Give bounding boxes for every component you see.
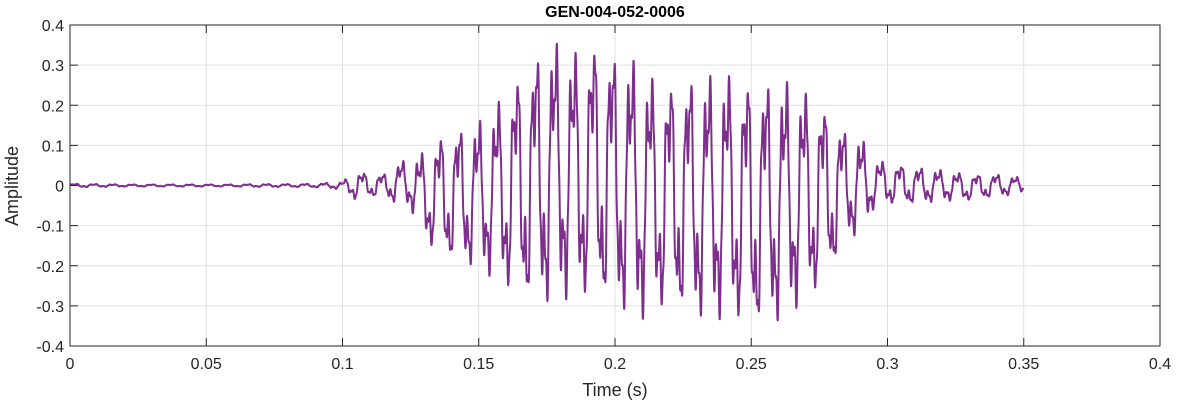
axis-ticks (69, 24, 1161, 347)
chart-title: GEN-004-052-0006 (545, 4, 685, 21)
x-tick-labels: 0 0.05 0.1 0.15 0.2 0.25 0.3 0.35 0.4 (66, 356, 1172, 373)
y-tick-label: -0.4 (36, 339, 64, 356)
x-tick-label: 0.4 (1149, 356, 1171, 373)
x-tick-label: 0.15 (463, 356, 494, 373)
x-axis-label: Time (s) (582, 380, 647, 400)
y-axis-label: Amplitude (2, 146, 22, 226)
x-tick-label: 0 (66, 356, 75, 373)
x-tick-label: 0.05 (191, 356, 222, 373)
x-tick-label: 0.3 (876, 356, 898, 373)
y-tick-label: 0.3 (42, 58, 64, 75)
y-tick-label: -0.3 (36, 299, 64, 316)
x-tick-label: 0.25 (736, 356, 767, 373)
x-tick-label: 0.35 (1008, 356, 1039, 373)
y-tick-label: 0.1 (42, 138, 64, 155)
y-tick-label: -0.1 (36, 219, 64, 236)
waveform-line (70, 42, 1025, 322)
x-tick-label: 0.2 (604, 356, 626, 373)
y-tick-label: 0.2 (42, 98, 64, 115)
x-tick-label: 0.1 (331, 356, 353, 373)
y-tick-label: 0.4 (42, 18, 64, 35)
y-tick-labels: -0.4 -0.3 -0.2 -0.1 0 0.1 0.2 0.3 0.4 (36, 18, 64, 356)
y-tick-label: 0 (55, 179, 64, 196)
y-tick-label: -0.2 (36, 259, 64, 276)
